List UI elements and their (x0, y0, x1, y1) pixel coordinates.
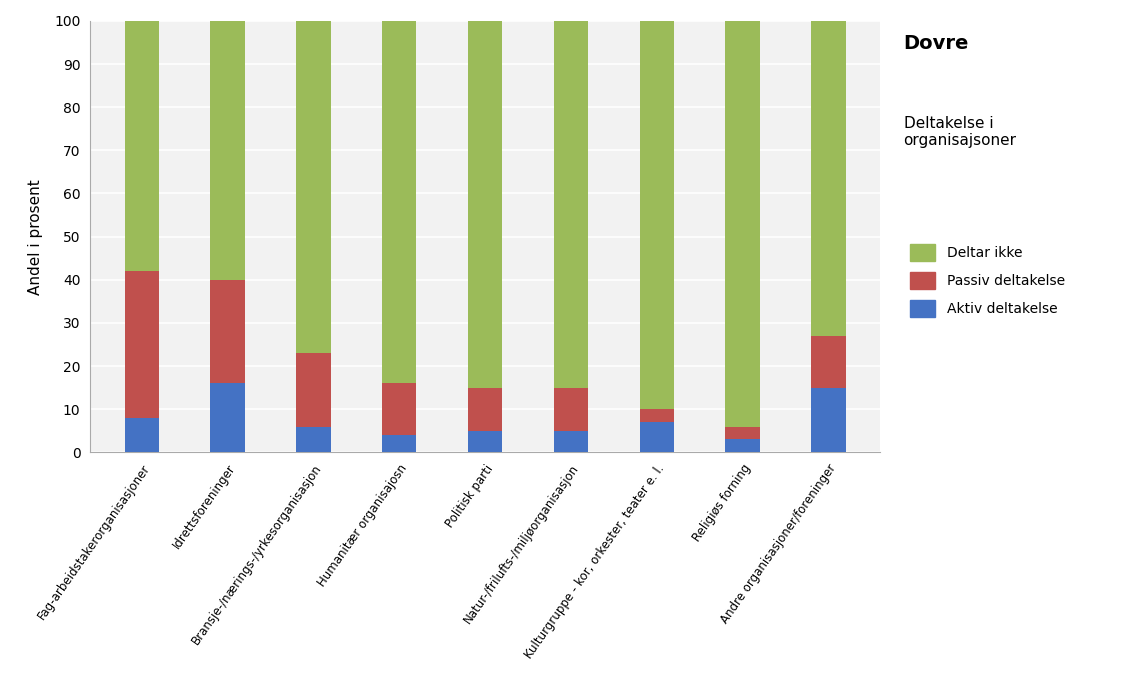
Bar (382, 383, 416, 435)
Bar (468, 431, 502, 452)
Bar (640, 409, 673, 422)
Bar (468, 388, 502, 431)
Bar (554, 388, 588, 431)
Bar (297, 353, 331, 427)
Bar (297, 21, 331, 353)
Bar (554, 431, 588, 452)
Text: Deltakelse i
organisajsoner: Deltakelse i organisajsoner (904, 116, 1016, 148)
Bar (554, 21, 588, 388)
Bar (640, 422, 673, 452)
Bar (382, 21, 416, 383)
Bar (124, 418, 159, 452)
Bar (811, 336, 846, 388)
Text: Dovre: Dovre (904, 34, 969, 53)
Bar (725, 439, 759, 452)
Bar (211, 21, 245, 280)
Bar (211, 280, 245, 383)
Bar (811, 388, 846, 452)
Bar (211, 383, 245, 452)
Bar (124, 21, 159, 271)
Bar (297, 427, 331, 452)
Bar (382, 435, 416, 452)
Bar (725, 21, 759, 427)
Legend: Deltar ikke, Passiv deltakelse, Aktiv deltakelse: Deltar ikke, Passiv deltakelse, Aktiv de… (910, 244, 1065, 317)
Y-axis label: Andel i prosent: Andel i prosent (28, 179, 43, 294)
Bar (124, 271, 159, 418)
Bar (811, 21, 846, 336)
Bar (468, 21, 502, 388)
Bar (640, 21, 673, 409)
Bar (725, 427, 759, 439)
